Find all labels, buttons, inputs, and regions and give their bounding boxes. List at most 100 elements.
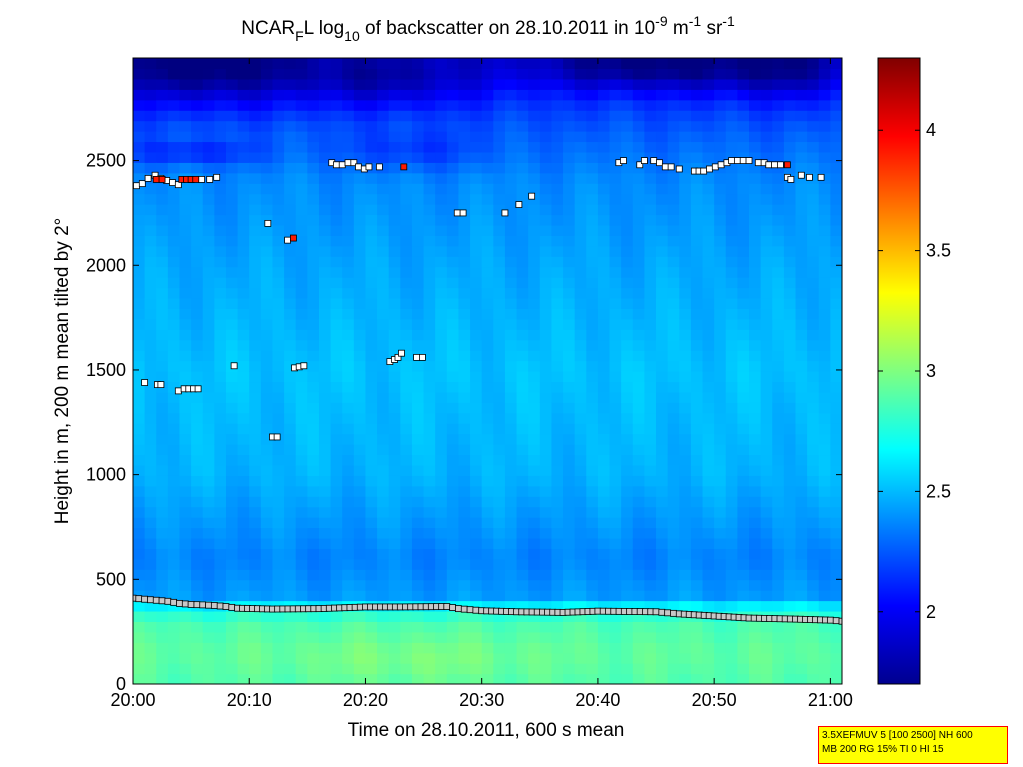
- heatmap-cell: [330, 99, 343, 111]
- heatmap-cell: [435, 673, 448, 684]
- heatmap-cell: [260, 423, 274, 435]
- heatmap-cell: [249, 537, 262, 549]
- heatmap-cell: [307, 610, 320, 622]
- heatmap-cell: [249, 371, 262, 383]
- heatmap-cell: [284, 412, 297, 424]
- heatmap-cell: [167, 642, 181, 654]
- heatmap-cell: [807, 224, 820, 236]
- heatmap-cell: [621, 360, 634, 372]
- heatmap-cell: [807, 339, 820, 351]
- heatmap-cell: [260, 151, 274, 163]
- heatmap-cell: [377, 350, 390, 362]
- heatmap-cell: [214, 308, 227, 320]
- heatmap-cell: [749, 183, 762, 195]
- heatmap-cell: [284, 204, 297, 216]
- heatmap-cell: [365, 610, 378, 622]
- heatmap-cell: [830, 204, 842, 216]
- heatmap-cell: [481, 642, 494, 654]
- heatmap-cell: [481, 141, 494, 153]
- heatmap-cell: [179, 506, 192, 518]
- heatmap-cell: [400, 444, 413, 456]
- heatmap-cell: [597, 652, 611, 664]
- heatmap-cell: [830, 673, 842, 684]
- heatmap-cell: [690, 350, 704, 362]
- heatmap-cell: [597, 631, 611, 643]
- heatmap-cell: [493, 235, 506, 247]
- heatmap-cell: [179, 391, 192, 403]
- heatmap-cell: [202, 444, 215, 456]
- heatmap-cell: [690, 297, 704, 309]
- heatmap-cell: [702, 371, 715, 383]
- heatmap-cell: [388, 360, 401, 372]
- heatmap-cell: [528, 141, 541, 153]
- heatmap-cell: [609, 350, 622, 362]
- heatmap-cell: [470, 287, 483, 299]
- heatmap-cell: [667, 412, 680, 424]
- heatmap-cell: [760, 527, 773, 539]
- heatmap-cell: [679, 172, 692, 184]
- marker-white-square: [728, 157, 735, 164]
- heatmap-cell: [690, 287, 704, 299]
- heatmap-cell: [470, 131, 483, 143]
- heatmap-cell: [167, 517, 181, 529]
- heatmap-cell: [144, 350, 157, 362]
- heatmap-cell: [237, 475, 250, 487]
- heatmap-cell: [411, 78, 425, 90]
- heatmap-cell: [632, 277, 646, 289]
- heatmap-cell: [481, 183, 494, 195]
- heatmap-cell: [446, 673, 460, 684]
- heatmap-cell: [179, 287, 192, 299]
- heatmap-cell: [144, 485, 157, 497]
- heatmap-cell: [353, 621, 367, 633]
- heatmap-cell: [504, 642, 518, 654]
- heatmap-cell: [621, 558, 634, 570]
- heatmap-cell: [656, 423, 669, 435]
- heatmap-cell: [400, 318, 413, 330]
- heatmap-cell: [272, 360, 285, 372]
- heatmap-cell: [318, 558, 332, 570]
- heatmap-cell: [284, 151, 297, 163]
- marker-white-square: [661, 163, 669, 171]
- heatmap-cell: [749, 517, 762, 529]
- heatmap-cell: [690, 454, 704, 466]
- heatmap-cell: [133, 579, 146, 591]
- heatmap-cell: [539, 517, 553, 529]
- heatmap-cell: [632, 663, 646, 675]
- heatmap-cell: [539, 496, 553, 508]
- heatmap-cell: [318, 537, 332, 549]
- heatmap-cell: [225, 329, 239, 341]
- heatmap-cell: [400, 496, 413, 508]
- heatmap-cell: [632, 172, 646, 184]
- heatmap-cell: [202, 631, 215, 643]
- heatmap-cell: [574, 58, 587, 70]
- heatmap-cell: [493, 381, 506, 393]
- heatmap-cell: [144, 78, 157, 90]
- heatmap-cell: [435, 569, 448, 581]
- heatmap-cell: [214, 204, 227, 216]
- heatmap-cell: [284, 433, 297, 445]
- heatmap-cell: [191, 266, 204, 278]
- heatmap-cell: [679, 360, 692, 372]
- heatmap-cell: [167, 287, 181, 299]
- marker-white-square: [706, 165, 713, 173]
- heatmap-cell: [330, 204, 343, 216]
- heatmap-cell: [167, 485, 181, 497]
- heatmap-cell: [179, 162, 192, 174]
- heatmap-cell: [818, 454, 831, 466]
- heatmap-cell: [737, 245, 750, 257]
- heatmap-cell: [377, 496, 390, 508]
- heatmap-cell: [749, 663, 762, 675]
- heatmap-cell: [365, 621, 378, 633]
- heatmap-cell: [446, 172, 460, 184]
- heatmap-cell: [702, 673, 715, 684]
- heatmap-cell: [214, 558, 227, 570]
- heatmap-cell: [377, 590, 390, 602]
- heatmap-cell: [318, 506, 332, 518]
- heatmap-cell: [749, 110, 762, 122]
- heatmap-cell: [423, 444, 436, 456]
- heatmap-cell: [563, 496, 576, 508]
- heatmap-cell: [725, 444, 738, 456]
- heatmap-cell: [133, 527, 146, 539]
- heatmap-cell: [737, 527, 750, 539]
- heatmap-cell: [353, 329, 367, 341]
